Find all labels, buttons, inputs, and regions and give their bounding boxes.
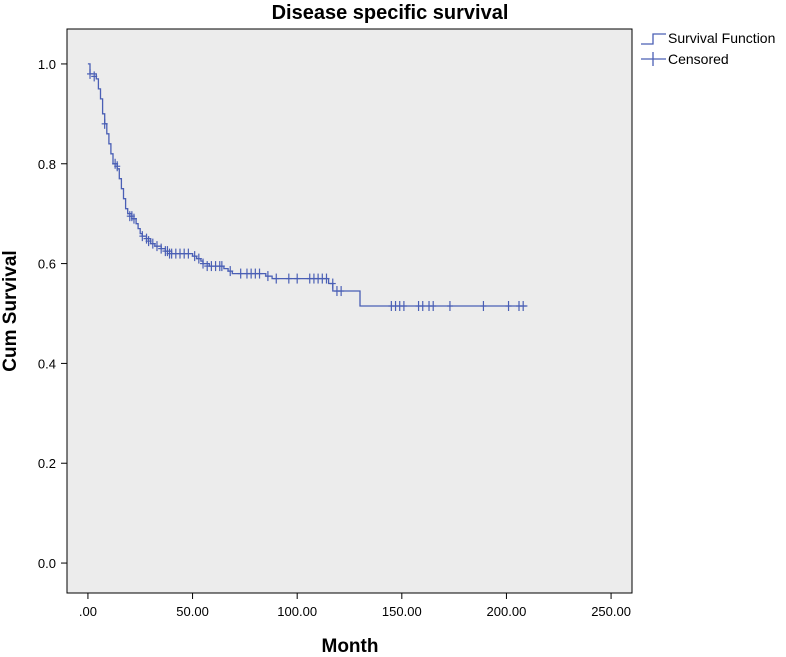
x-tick-label: .00	[79, 604, 97, 619]
y-axis: 0.0 0.2 0.4 0.6 0.8 1.0	[38, 57, 67, 571]
survival-function-line	[87, 63, 528, 307]
x-tick-label: 50.00	[176, 604, 209, 619]
legend-censored-label: Censored	[668, 51, 729, 67]
y-tick-label: 1.0	[38, 57, 56, 72]
y-tick-label: 0.2	[38, 456, 56, 471]
y-tick-label: 0.8	[38, 157, 56, 172]
x-tick-label: 200.00	[487, 604, 527, 619]
legend-survival-icon	[641, 33, 666, 45]
x-tick-label: 250.00	[591, 604, 631, 619]
legend: Survival Function Censored	[641, 30, 775, 67]
censored-markers	[87, 68, 527, 312]
x-tick-label: 100.00	[277, 604, 317, 619]
y-tick-label: 0.6	[38, 257, 56, 272]
x-axis: .00 50.00 100.00 150.00 200.00 250.00	[79, 593, 631, 619]
y-tick-label: 0.0	[38, 556, 56, 571]
y-axis-label: Cum Survival	[0, 250, 21, 371]
legend-survival-label: Survival Function	[668, 30, 775, 46]
y-tick-label: 0.4	[38, 356, 56, 371]
x-tick-label: 150.00	[382, 604, 422, 619]
x-axis-label: Month	[322, 636, 379, 657]
plot-area	[66, 28, 633, 594]
chart-title: Disease specific survival	[272, 2, 509, 24]
